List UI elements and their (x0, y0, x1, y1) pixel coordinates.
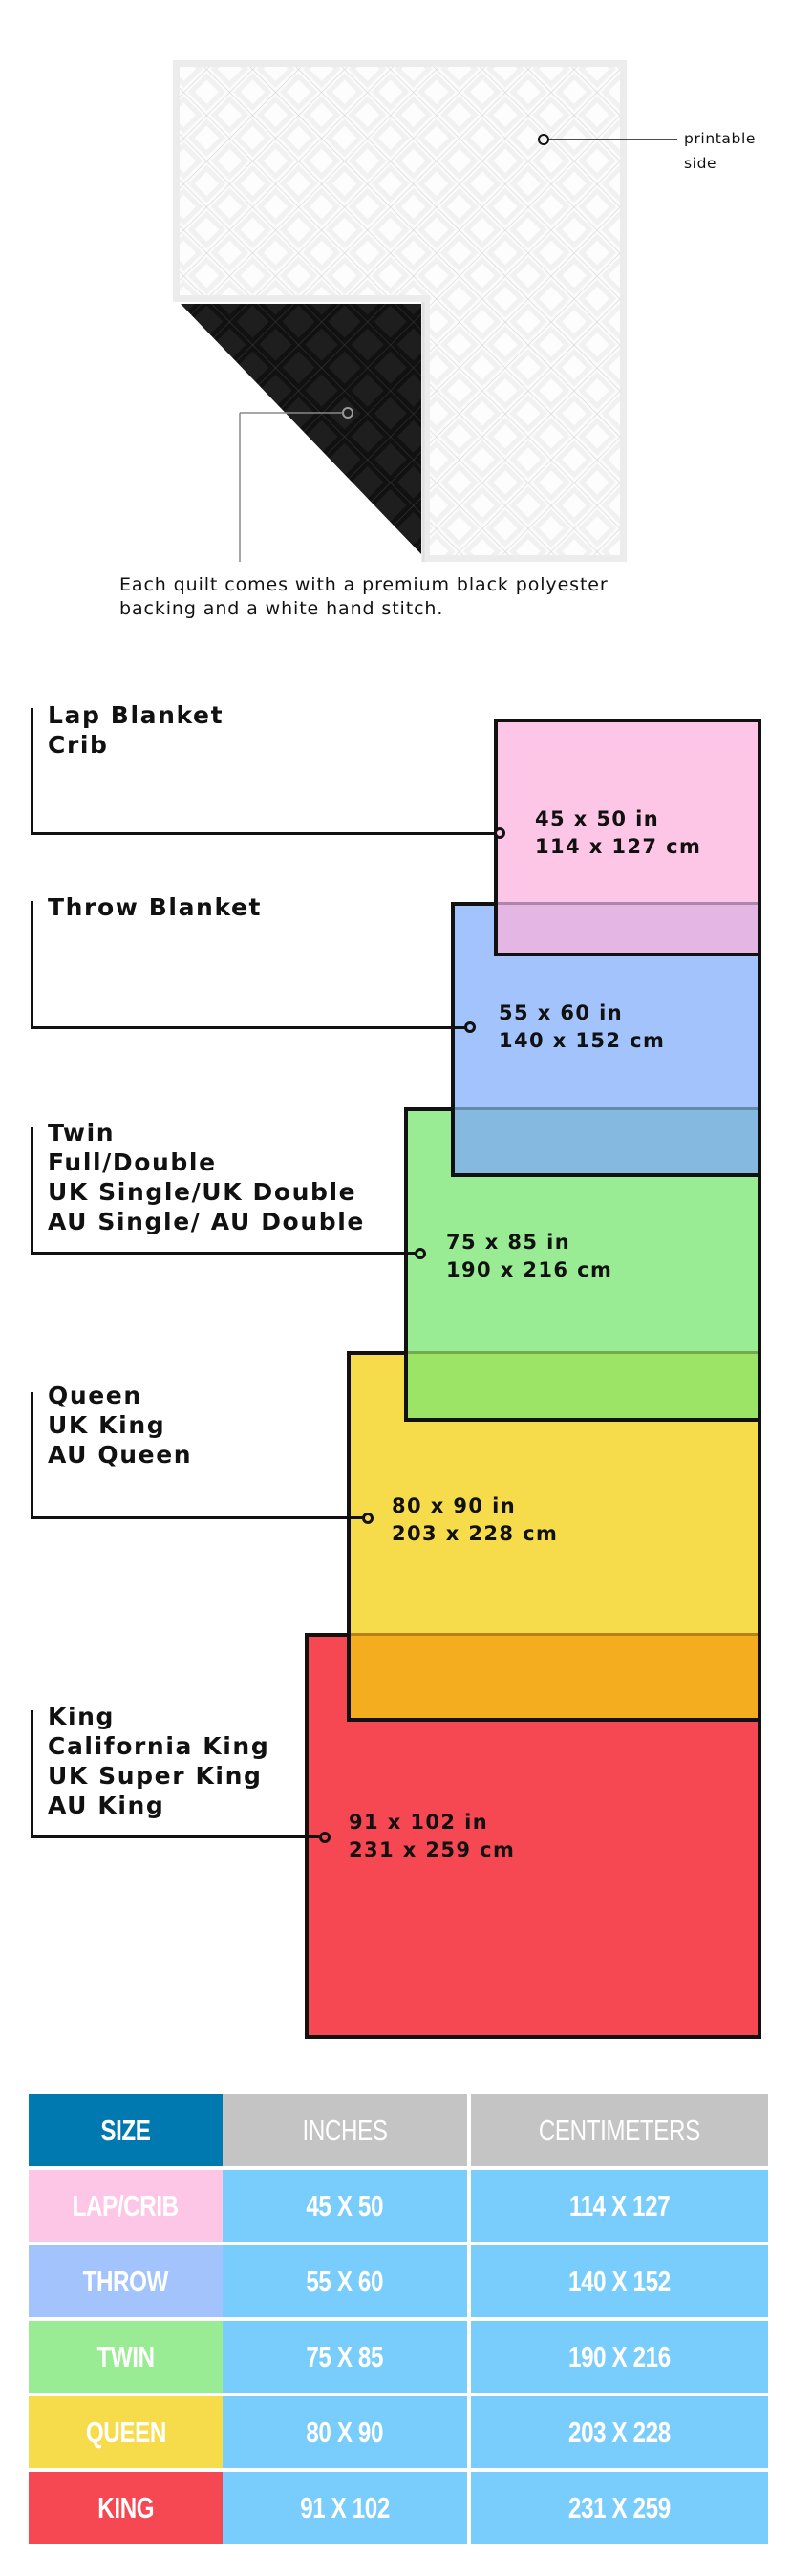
size-dims-throw: 55 x 60 in 140 x 152 cm (499, 1001, 666, 1052)
size-dims-king: 91 x 102 in 231 x 259 cm (349, 1811, 516, 1861)
caption-line: Each quilt comes with a premium black po… (119, 574, 609, 595)
callout-line (31, 1835, 320, 1838)
table-row-cm: 140 X 152 (471, 2245, 768, 2317)
table-header-size: SIZE (29, 2094, 223, 2166)
table-row-size: TWIN (29, 2321, 223, 2393)
table-row-cm: 190 X 216 (471, 2321, 768, 2393)
table-row-cm: 114 X 127 (471, 2170, 768, 2242)
size-label-king: King California King UK Super King AU Ki… (48, 1703, 270, 1819)
overlap-twin-queen (408, 1351, 758, 1418)
callout-dot (362, 1513, 374, 1524)
callout-line (31, 1252, 416, 1255)
quilt-backing (181, 304, 421, 554)
size-label-throw: Throw Blanket (48, 893, 263, 921)
printable-side-label: printable side (684, 126, 756, 176)
callout-line (31, 832, 500, 835)
table-row-inches: 91 X 102 (223, 2472, 467, 2544)
caption-line: backing and a white hand stitch. (119, 598, 444, 619)
size-dims-lap: 45 x 50 in 114 x 127 cm (535, 807, 702, 858)
callout-dot (494, 827, 505, 839)
table-row-cm: 231 X 259 (471, 2472, 768, 2544)
table-row-size: LAP/CRIB (29, 2170, 223, 2242)
table-row-inches: 45 X 50 (223, 2170, 467, 2242)
callout-line (31, 1127, 33, 1255)
size-dims-twin: 75 x 85 in 190 x 216 cm (446, 1231, 613, 1281)
size-label-queen: Queen UK King AU Queen (48, 1382, 193, 1469)
table-row-cm: 203 X 228 (471, 2396, 768, 2468)
printable-label-line: printable (684, 130, 756, 147)
callout-line (31, 1516, 363, 1519)
table-row-size: THROW (29, 2245, 223, 2317)
quilt-illustration (173, 60, 677, 562)
callout-line (31, 1392, 33, 1519)
quilt-caption: Each quilt comes with a premium black po… (119, 573, 609, 621)
overlap-queen-king (351, 1633, 758, 1718)
overlap-lap-throw (498, 902, 758, 953)
overlap-throw-twin (455, 1107, 758, 1173)
table-header-centimeters: CENTIMETERS (471, 2094, 768, 2166)
table-row-inches: 80 X 90 (223, 2396, 467, 2468)
size-dims-queen: 80 x 90 in 203 x 228 cm (392, 1494, 559, 1545)
table-row-inches: 55 X 60 (223, 2245, 467, 2317)
size-label-lap: Lap Blanket Crib (48, 701, 224, 759)
printable-label-line: side (684, 155, 717, 172)
callout-line (31, 1710, 33, 1838)
callout-dot (415, 1248, 426, 1259)
size-label-twin: Twin Full/Double UK Single/UK Double AU … (48, 1119, 365, 1235)
table-row-size: KING (29, 2472, 223, 2544)
callout-dot (319, 1832, 331, 1843)
table-row-inches: 75 X 85 (223, 2321, 467, 2393)
callout-dot (464, 1021, 476, 1033)
table-row-size: QUEEN (29, 2396, 223, 2468)
callout-line (31, 1026, 465, 1029)
table-header-inches: INCHES (223, 2094, 467, 2166)
callout-line (31, 901, 33, 1029)
callout-line (31, 708, 33, 835)
